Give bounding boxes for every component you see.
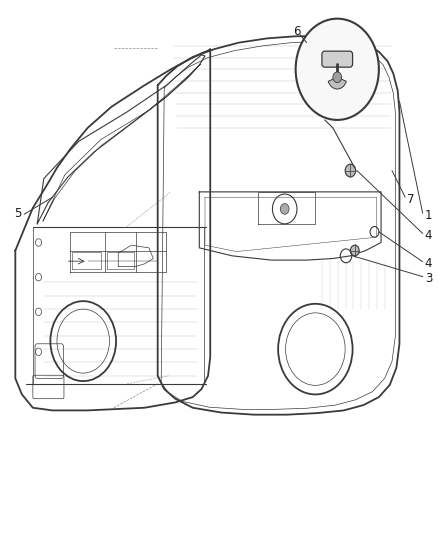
Text: 5: 5	[14, 207, 22, 220]
FancyBboxPatch shape	[322, 51, 353, 67]
Circle shape	[345, 164, 356, 177]
Circle shape	[333, 72, 342, 83]
Text: 7: 7	[407, 193, 415, 206]
Text: 3: 3	[425, 272, 432, 285]
Text: 6: 6	[293, 26, 301, 38]
Text: 4: 4	[425, 229, 432, 242]
Wedge shape	[328, 77, 346, 89]
Circle shape	[350, 245, 359, 256]
Text: 1: 1	[425, 209, 432, 222]
Circle shape	[280, 204, 289, 214]
Circle shape	[296, 19, 379, 120]
Text: 4: 4	[425, 257, 432, 270]
